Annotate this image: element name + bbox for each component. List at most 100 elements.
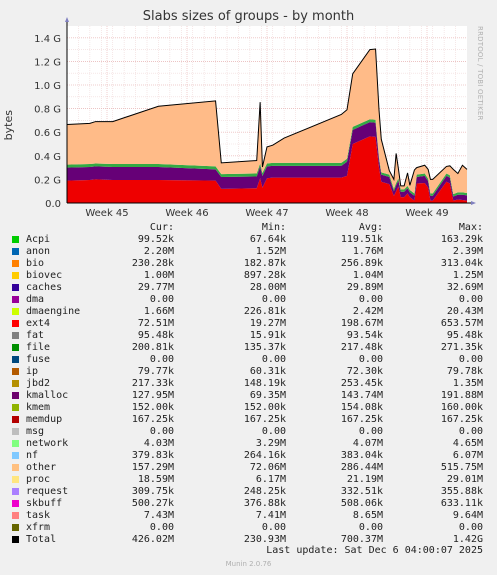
legend-name: nf xyxy=(26,450,39,461)
legend-cur: 167.25k xyxy=(131,414,174,425)
legend-min: 135.37k xyxy=(243,342,286,353)
legend-cur: 500.27k xyxy=(131,498,174,509)
legend-max: 0.00 xyxy=(458,522,483,533)
legend-max: 4.65M xyxy=(452,438,483,449)
header-max: Max: xyxy=(458,222,483,233)
legend-swatch xyxy=(12,488,19,495)
legend-name: fat xyxy=(26,330,45,341)
munin-version: Munin 2.0.76 xyxy=(225,560,272,568)
legend-avg: 1.04M xyxy=(352,270,383,281)
legend-name: task xyxy=(26,510,51,521)
legend-cur: 0.00 xyxy=(149,294,174,305)
legend-max: 1.25M xyxy=(452,270,483,281)
legend-avg: 198.67M xyxy=(340,318,383,329)
legend-min: 60.31k xyxy=(249,366,286,377)
x-tick-label: Week 45 xyxy=(85,208,128,219)
legend-avg: 93.54k xyxy=(346,330,383,341)
legend-max: 9.64M xyxy=(452,510,483,521)
legend-avg: 4.07M xyxy=(352,438,383,449)
legend-min: 67.64k xyxy=(249,234,286,245)
legend-min: 7.41M xyxy=(255,510,286,521)
legend-max: 2.39M xyxy=(452,246,483,257)
legend-cur: 200.81k xyxy=(131,342,174,353)
legend-swatch xyxy=(12,404,19,411)
legend-swatch xyxy=(12,320,19,327)
legend-avg: 2.42M xyxy=(352,306,383,317)
legend-cur: 95.48k xyxy=(137,330,174,341)
legend-name: network xyxy=(26,438,69,449)
legend-name: Total xyxy=(26,534,57,545)
legend-swatch xyxy=(12,536,19,543)
x-tick-label: Week 48 xyxy=(325,208,368,219)
legend-row: proc 18.59M 6.17M 21.19M 29.01M xyxy=(0,474,497,486)
legend-cur: 0.00 xyxy=(149,354,174,365)
x-tick-label: Week 46 xyxy=(165,208,208,219)
legend-avg: 21.19M xyxy=(346,474,383,485)
legend-max: 653.57M xyxy=(440,318,483,329)
legend-cur: 7.43M xyxy=(143,510,174,521)
legend-name: msg xyxy=(26,426,45,437)
x-tick-label: Week 47 xyxy=(245,208,288,219)
legend-max: 0.00 xyxy=(458,294,483,305)
legend-name: proc xyxy=(26,474,51,485)
legend-cur: 230.28k xyxy=(131,258,174,269)
legend-cur: 99.52k xyxy=(137,234,174,245)
legend-avg: 286.44M xyxy=(340,462,383,473)
legend-row: nf 379.83k 264.16k 383.04k 6.07M xyxy=(0,450,497,462)
legend-row: memdup 167.25k 167.25k 167.25k 167.25k xyxy=(0,414,497,426)
legend-min: 230.93M xyxy=(243,534,286,545)
legend-name: memdup xyxy=(26,414,63,425)
legend-row: other 157.29M 72.06M 286.44M 515.75M xyxy=(0,462,497,474)
legend-row: jbd2 217.33k 148.19k 253.45k 1.35M xyxy=(0,378,497,390)
legend-min: 6.17M xyxy=(255,474,286,485)
legend-rows: Acpi 99.52k 67.64k 119.51k 163.29k anon 2.20M 1… xyxy=(0,234,497,546)
legend-row: ext4 72.51M 19.27M 198.67M 653.57M xyxy=(0,318,497,330)
legend-min: 264.16k xyxy=(243,450,286,461)
legend-row: request 309.75k 248.25k 332.51k 355.88k xyxy=(0,486,497,498)
legend-swatch xyxy=(12,344,19,351)
y-tick-label: 1.2 G xyxy=(34,57,61,68)
legend-cur: 29.77M xyxy=(137,282,174,293)
legend-swatch xyxy=(12,464,19,471)
legend-max: 167.25k xyxy=(440,414,483,425)
rrdtool-credit: RRDTOOL / TOBI OETIKER xyxy=(476,26,484,121)
chart-title: Slabs sizes of groups - by month xyxy=(142,9,355,24)
legend-swatch xyxy=(12,428,19,435)
legend-swatch xyxy=(12,392,19,399)
legend-avg: 1.76M xyxy=(352,246,383,257)
legend-row: bio 230.28k 182.87k 256.89k 313.04k xyxy=(0,258,497,270)
legend-swatch xyxy=(12,512,19,519)
legend-row: caches 29.77M 28.00M 29.89M 32.69M xyxy=(0,282,497,294)
legend-min: 0.00 xyxy=(261,426,286,437)
legend-max: 1.42G xyxy=(452,534,483,545)
legend-avg: 253.45k xyxy=(340,378,383,389)
legend-cur: 1.66M xyxy=(143,306,174,317)
legend-max: 633.11k xyxy=(440,498,483,509)
legend-min: 248.25k xyxy=(243,486,286,497)
legend-row: dmaengine 1.66M 226.81k 2.42M 20.43M xyxy=(0,306,497,318)
legend-row: ip 79.77k 60.31k 72.30k 79.78k xyxy=(0,366,497,378)
y-axis-arrow xyxy=(65,17,69,22)
legend-min: 226.81k xyxy=(243,306,286,317)
legend-swatch xyxy=(12,296,19,303)
legend-swatch xyxy=(12,356,19,363)
legend-cur: 79.77k xyxy=(137,366,174,377)
legend-avg: 700.37M xyxy=(340,534,383,545)
legend-cur: 152.00k xyxy=(131,402,174,413)
y-tick-label: 0.6 G xyxy=(34,128,61,139)
header-min: Min: xyxy=(261,222,286,233)
legend-row: skbuff 500.27k 376.88k 508.06k 633.11k xyxy=(0,498,497,510)
legend-swatch xyxy=(12,332,19,339)
legend-min: 69.35M xyxy=(249,390,286,401)
legend-row: kmalloc 127.95M 69.35M 143.74M 191.88M xyxy=(0,390,497,402)
legend-avg: 8.65M xyxy=(352,510,383,521)
legend-swatch xyxy=(12,368,19,375)
legend-row: dma 0.00 0.00 0.00 0.00 xyxy=(0,294,497,306)
series-area-ext4 xyxy=(67,136,467,203)
legend-max: 95.48k xyxy=(446,330,483,341)
legend-min: 376.88k xyxy=(243,498,286,509)
legend-row: anon 2.20M 1.52M 1.76M 2.39M xyxy=(0,246,497,258)
legend-avg: 72.30k xyxy=(346,366,383,377)
legend-name: Acpi xyxy=(26,234,51,245)
legend-row: task 7.43M 7.41M 8.65M 9.64M xyxy=(0,510,497,522)
